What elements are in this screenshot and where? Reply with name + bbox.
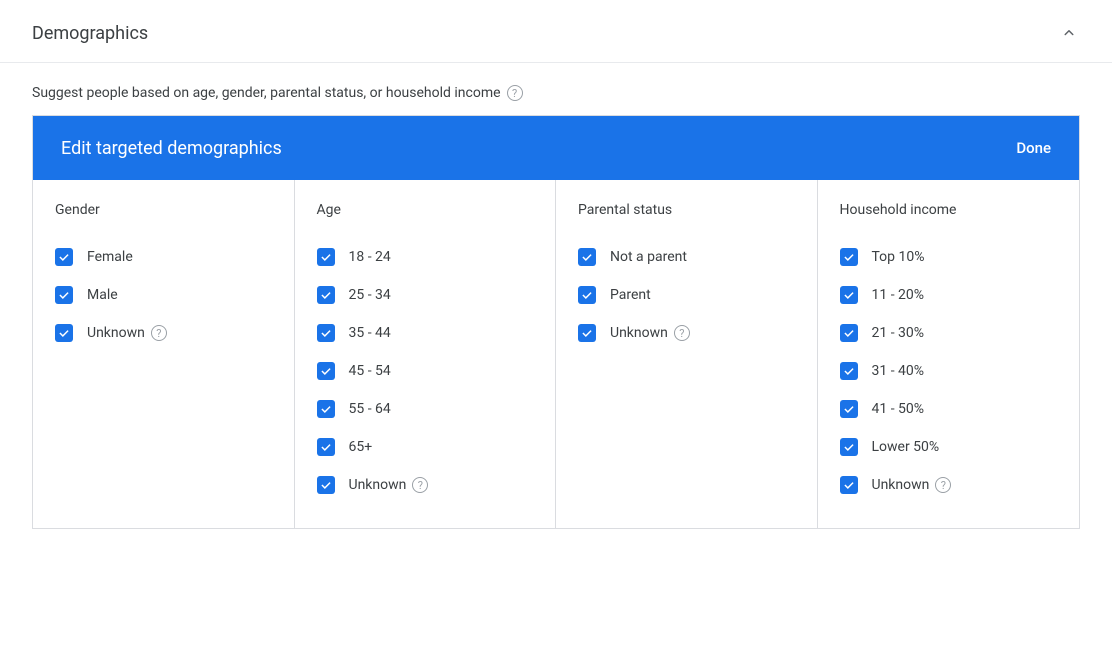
option-label: Top 10% — [872, 249, 925, 265]
help-icon[interactable]: ? — [507, 85, 523, 101]
option-row[interactable]: 35 - 44 — [317, 314, 534, 352]
column-title: Household income — [840, 202, 1058, 218]
option-row[interactable]: Top 10% — [840, 238, 1058, 276]
option-label: 65+ — [349, 439, 373, 455]
option-label: Female — [87, 249, 133, 265]
checkbox[interactable] — [317, 248, 335, 266]
checkbox[interactable] — [55, 286, 73, 304]
edit-card: Edit targeted demographics Done Gender Fe… — [32, 115, 1080, 529]
column-age: Age 18 - 24 25 - 34 35 - 44 45 - 54 55 - 64 65… — [295, 180, 557, 528]
option-row[interactable]: Unknown? — [578, 314, 795, 352]
checkbox[interactable] — [578, 286, 596, 304]
option-label: 25 - 34 — [349, 287, 391, 303]
option-row[interactable]: Parent — [578, 276, 795, 314]
help-icon[interactable]: ? — [935, 477, 951, 493]
edit-title: Edit targeted demographics — [61, 138, 282, 159]
option-label: 18 - 24 — [349, 249, 391, 265]
done-button[interactable]: Done — [1016, 139, 1051, 157]
option-label: 55 - 64 — [349, 401, 391, 417]
option-row[interactable]: 41 - 50% — [840, 390, 1058, 428]
checkbox[interactable] — [317, 400, 335, 418]
collapse-toggle[interactable] — [1058, 22, 1080, 44]
column-income: Household income Top 10% 11 - 20% 21 - 30% 3… — [818, 180, 1080, 528]
option-label: Not a parent — [610, 249, 687, 265]
option-row[interactable]: 18 - 24 — [317, 238, 534, 276]
option-row[interactable]: 31 - 40% — [840, 352, 1058, 390]
option-row[interactable]: Male — [55, 276, 272, 314]
demographics-panel: Demographics Suggest people based on age… — [0, 0, 1112, 549]
column-gender: Gender Female Male Unknown? — [33, 180, 295, 528]
checkbox[interactable] — [840, 324, 858, 342]
checkbox[interactable] — [317, 362, 335, 380]
checkbox[interactable] — [317, 286, 335, 304]
edit-header: Edit targeted demographics Done — [33, 116, 1079, 180]
column-title: Gender — [55, 202, 272, 218]
checkbox[interactable] — [578, 324, 596, 342]
option-row[interactable]: Not a parent — [578, 238, 795, 276]
section-subtitle-row: Suggest people based on age, gender, par… — [0, 63, 1112, 115]
option-label: Unknown — [610, 325, 668, 341]
checkbox[interactable] — [840, 286, 858, 304]
help-icon[interactable]: ? — [674, 325, 690, 341]
checkbox[interactable] — [578, 248, 596, 266]
checkbox[interactable] — [317, 476, 335, 494]
option-row[interactable]: 65+ — [317, 428, 534, 466]
checkbox[interactable] — [840, 438, 858, 456]
option-row[interactable]: Female — [55, 238, 272, 276]
option-label: 21 - 30% — [872, 325, 925, 341]
section-subtitle: Suggest people based on age, gender, par… — [32, 85, 501, 101]
checkbox[interactable] — [55, 248, 73, 266]
help-icon[interactable]: ? — [412, 477, 428, 493]
option-label: Lower 50% — [872, 439, 940, 455]
option-label: 11 - 20% — [872, 287, 925, 303]
checkbox[interactable] — [55, 324, 73, 342]
column-title: Age — [317, 202, 534, 218]
option-row[interactable]: 25 - 34 — [317, 276, 534, 314]
demographic-columns: Gender Female Male Unknown? Age 18 - 24 25 - 3… — [33, 180, 1079, 528]
option-label: 31 - 40% — [872, 363, 925, 379]
option-label: 45 - 54 — [349, 363, 391, 379]
option-row[interactable]: Unknown? — [317, 466, 534, 504]
section-title: Demographics — [32, 23, 148, 44]
option-row[interactable]: 55 - 64 — [317, 390, 534, 428]
help-icon[interactable]: ? — [151, 325, 167, 341]
option-row[interactable]: 11 - 20% — [840, 276, 1058, 314]
checkbox[interactable] — [840, 400, 858, 418]
option-label: 35 - 44 — [349, 325, 391, 341]
checkbox[interactable] — [317, 438, 335, 456]
option-row[interactable]: Unknown? — [55, 314, 272, 352]
option-label: Parent — [610, 287, 651, 303]
checkbox[interactable] — [840, 248, 858, 266]
option-label: Male — [87, 287, 118, 303]
column-title: Parental status — [578, 202, 795, 218]
chevron-up-icon — [1060, 24, 1078, 42]
option-label: 41 - 50% — [872, 401, 925, 417]
option-row[interactable]: Unknown? — [840, 466, 1058, 504]
option-row[interactable]: Lower 50% — [840, 428, 1058, 466]
section-header: Demographics — [0, 0, 1112, 63]
checkbox[interactable] — [840, 362, 858, 380]
option-label: Unknown — [872, 477, 930, 493]
column-parental: Parental status Not a parent Parent Unknown… — [556, 180, 818, 528]
checkbox[interactable] — [840, 476, 858, 494]
option-label: Unknown — [87, 325, 145, 341]
checkbox[interactable] — [317, 324, 335, 342]
option-label: Unknown — [349, 477, 407, 493]
option-row[interactable]: 45 - 54 — [317, 352, 534, 390]
option-row[interactable]: 21 - 30% — [840, 314, 1058, 352]
